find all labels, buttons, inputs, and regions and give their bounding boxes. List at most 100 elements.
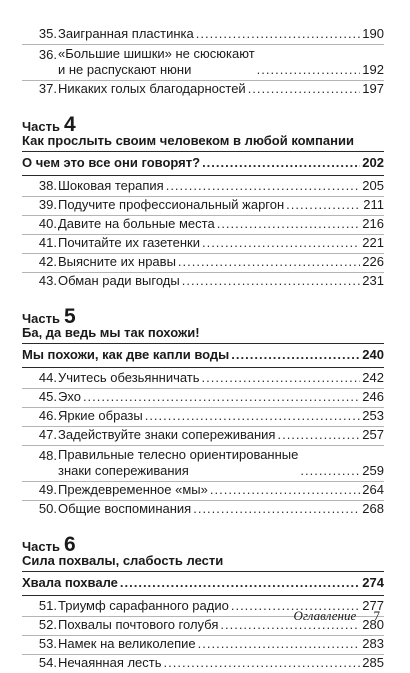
entry-title: Подучите профессиональный жаргон — [58, 197, 285, 212]
leader-dots — [277, 427, 360, 443]
leader-dots — [193, 501, 360, 517]
part-number: 5 — [63, 305, 76, 328]
lead-page: 274 — [362, 575, 384, 590]
leader-dots — [217, 216, 361, 232]
toc-entry-44: 44. Учитесь обезьянничать 242 — [22, 370, 384, 389]
entry-page: 268 — [362, 501, 384, 516]
entry-page: 190 — [362, 26, 384, 41]
entry-title: Общие воспоминания — [58, 501, 192, 516]
leader-dots — [286, 197, 361, 213]
running-footer-label: Оглавление — [293, 608, 357, 623]
part-heading: Часть 6 — [22, 533, 384, 556]
part-heading: Часть 4 — [22, 113, 384, 136]
entry-title: Выясните их нравы — [58, 254, 176, 269]
entry-number: 42. — [38, 254, 57, 269]
entry-number: 47. — [38, 427, 57, 442]
entry-number: 53. — [38, 636, 57, 651]
toc-entry-37: 37. Никаких голых благодарностей 197 — [22, 81, 384, 99]
leader-dots — [198, 636, 361, 652]
part-label: Часть — [22, 539, 60, 554]
toc-entry-42: 42. Выясните их нравы 226 — [22, 254, 384, 273]
part-number: 4 — [63, 113, 76, 136]
toc-entry-54: 54. Нечаянная лесть 285 — [22, 655, 384, 673]
lead-title: Мы похожи, как две капли воды — [22, 347, 230, 362]
entry-page: 259 — [362, 463, 384, 478]
entry-number: 48. — [38, 448, 57, 463]
entry-number: 50. — [38, 501, 57, 516]
entry-page: 211 — [363, 197, 384, 212]
entry-page: 246 — [362, 389, 384, 404]
part-label: Часть — [22, 311, 60, 326]
toc-entry-53: 53. Намек на великолепие 283 — [22, 636, 384, 655]
entry-number: 43. — [38, 273, 57, 288]
entry-title: Правильные телесно ориентированные знаки … — [58, 447, 298, 479]
book-page: 35. Заигранная пластинка 190 36. «Больши… — [0, 0, 410, 641]
entry-page: 242 — [362, 370, 384, 385]
entry-title-line-1: Правильные телесно ориентированные — [58, 447, 299, 462]
entry-page: 285 — [362, 655, 384, 670]
leader-dots — [202, 235, 360, 251]
entry-title: Почитайте их газетенки — [58, 235, 200, 250]
entry-page: 226 — [362, 254, 384, 269]
part-label: Часть — [22, 119, 60, 134]
entry-page: 205 — [362, 178, 384, 193]
entry-number: 44. — [38, 370, 57, 385]
toc-entry-35: 35. Заигранная пластинка 190 — [22, 26, 384, 45]
entry-number: 35. — [38, 26, 57, 41]
entry-title-line-2: знаки сопереживания — [58, 463, 189, 478]
entry-number: 51. — [38, 598, 57, 613]
entry-page: 283 — [362, 636, 384, 651]
entry-page: 231 — [362, 273, 384, 288]
part-title: Сила похвалы, слабость лести — [22, 553, 384, 572]
entry-number: 37. — [38, 81, 57, 96]
entry-title: Задействуйте знаки сопереживания — [58, 427, 276, 442]
entry-title: Намек на великолепие — [58, 636, 196, 651]
entry-page: 257 — [362, 427, 384, 442]
toc-entry-47: 47. Задействуйте знаки сопереживания 257 — [22, 427, 384, 446]
entry-title: Яркие образы — [58, 408, 143, 423]
entry-page: 264 — [362, 482, 384, 497]
leader-dots — [83, 389, 360, 405]
entry-number: 38. — [38, 178, 57, 193]
entry-title: Преждевременное «мы» — [58, 482, 208, 497]
page-footer: Оглавление 7 — [294, 608, 381, 624]
entry-number: 54. — [38, 655, 57, 670]
entry-number: 46. — [38, 408, 57, 423]
toc-entry-36: 36. «Большие шишки» не сюсюкают и не расп… — [22, 45, 384, 81]
entry-number: 52. — [38, 617, 57, 632]
entry-number: 45. — [38, 389, 57, 404]
entry-number: 36. — [38, 47, 57, 62]
entry-title: Давите на больные места — [58, 216, 215, 231]
toc-entry-45: 45. Эхо 246 — [22, 389, 384, 408]
leader-dots — [166, 178, 361, 194]
leader-dots — [202, 155, 360, 171]
leader-dots — [231, 347, 360, 363]
entry-page: 253 — [362, 408, 384, 423]
leader-dots — [257, 62, 361, 78]
toc-entry-43: 43. Обман ради выгоды 231 — [22, 273, 384, 291]
toc-entry-38: 38. Шоковая терапия 205 — [22, 178, 384, 197]
entry-number: 39. — [38, 197, 57, 212]
part-title: Ба, да ведь мы так похожи! — [22, 325, 384, 344]
part-lead-entry: Мы похожи, как две капли воды 240 — [22, 347, 384, 368]
toc-entry-40: 40. Давите на больные места 216 — [22, 216, 384, 235]
lead-title: Хвала похвале — [22, 575, 118, 590]
part-lead-entry: О чем это все они говорят? 202 — [22, 155, 384, 176]
entry-title: Эхо — [58, 389, 81, 404]
entry-title: Никаких голых благодарностей — [58, 81, 246, 96]
leader-dots — [178, 254, 360, 270]
toc-entry-39: 39. Подучите профессиональный жаргон 211 — [22, 197, 384, 216]
entry-title-line-1: «Большие шишки» не сюсюкают — [58, 46, 255, 61]
leader-dots — [210, 482, 360, 498]
toc-entry-48: 48. Правильные телесно ориентированные зн… — [22, 446, 384, 482]
part-lead-entry: Хвала похвале 274 — [22, 575, 384, 596]
entry-title: Нечаянная лесть — [58, 655, 162, 670]
table-of-contents: 35. Заигранная пластинка 190 36. «Больши… — [22, 26, 384, 673]
entry-title: Триумф сарафанного радио — [58, 598, 229, 613]
entry-page: 221 — [362, 235, 384, 250]
entry-page: 277 — [362, 598, 384, 613]
entry-number: 41. — [38, 235, 57, 250]
leader-dots — [300, 463, 360, 479]
part-title: Как прослыть своим человеком в любой ком… — [22, 133, 384, 152]
entry-number: 49. — [38, 482, 57, 497]
